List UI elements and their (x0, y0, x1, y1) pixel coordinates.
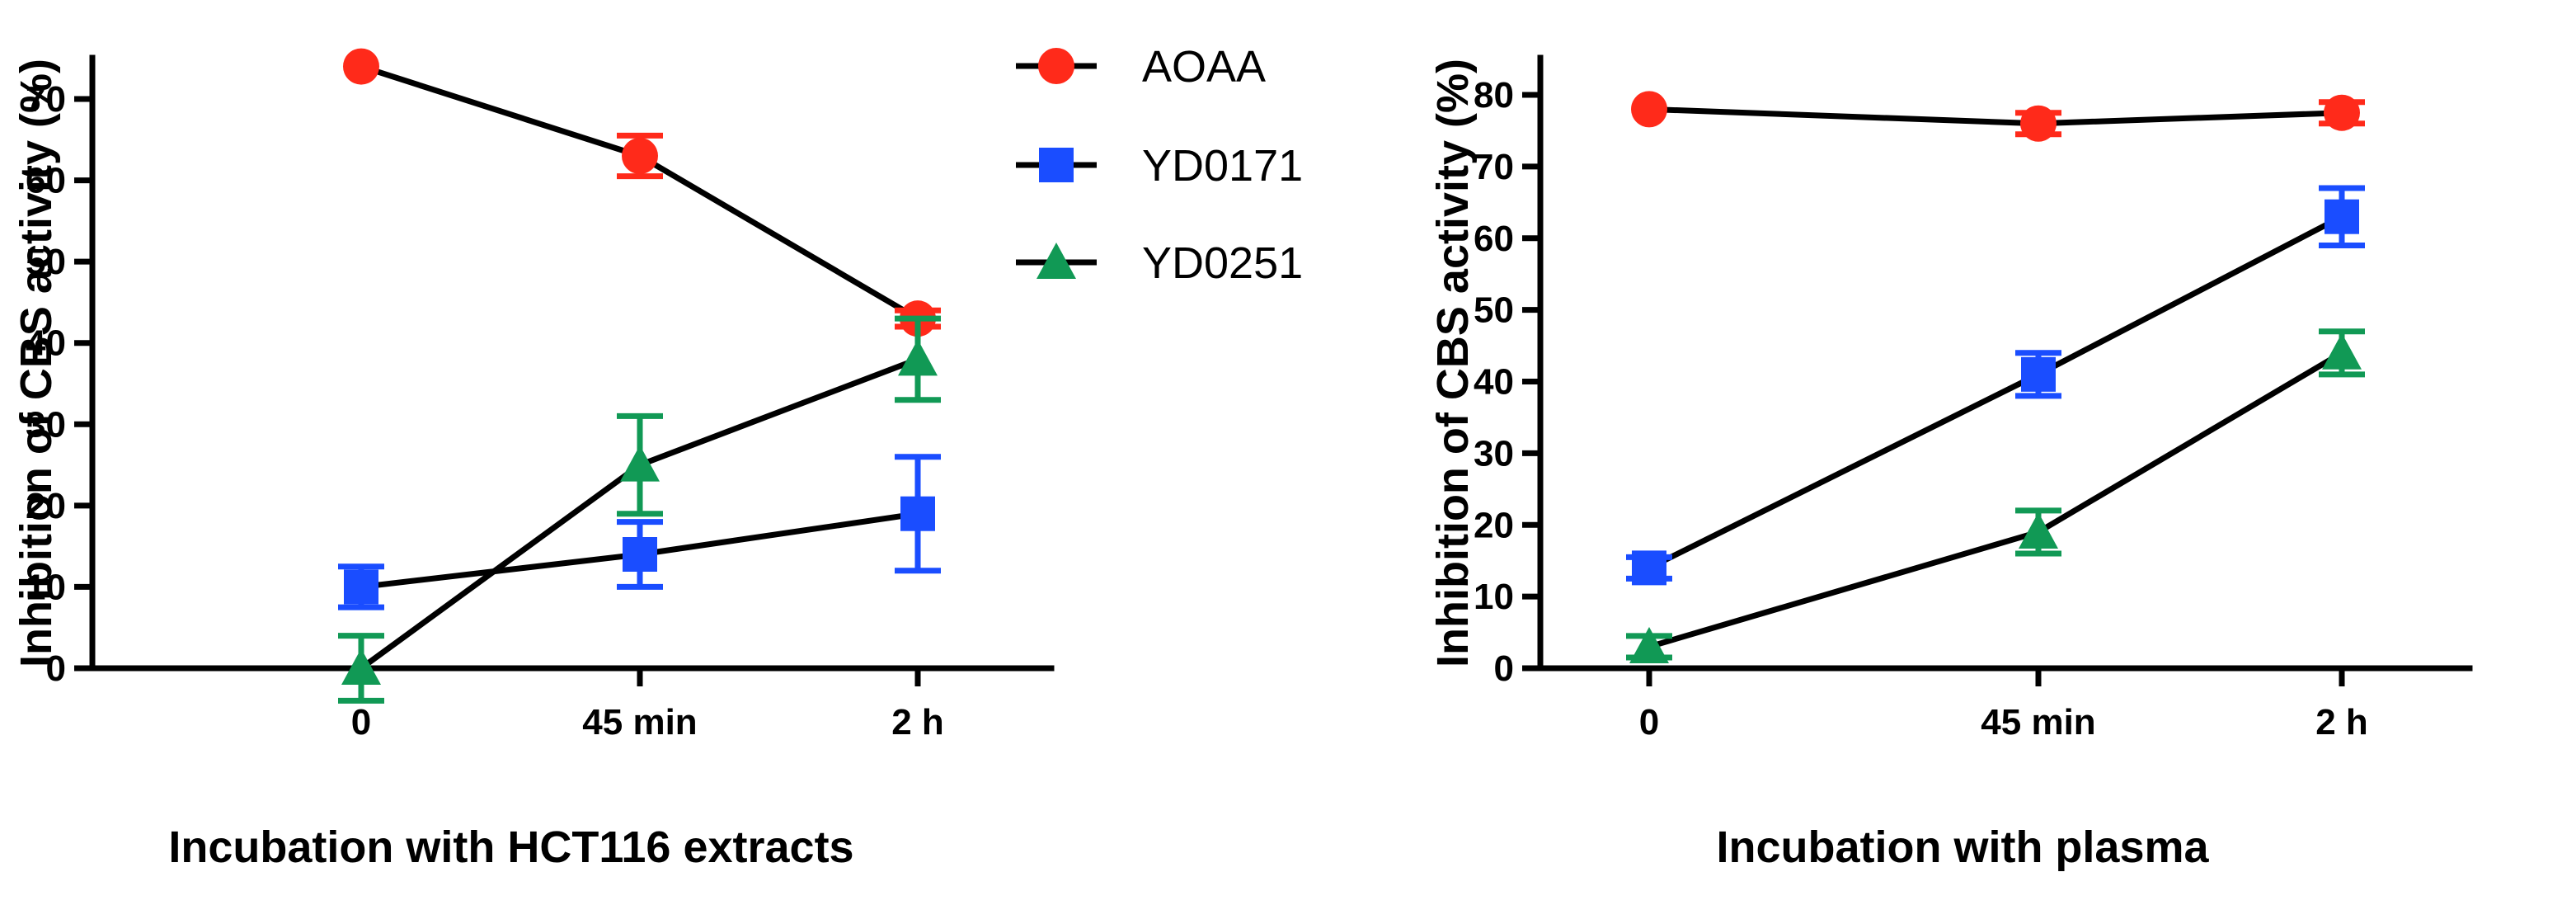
x-tick-label: 0 (1639, 702, 1659, 742)
right-chart: 0 10 20 30 40 50 60 70 80 0 45 min 2 h Incubation wi… (1428, 54, 2473, 872)
y-tick-label: 70 (1474, 147, 1514, 187)
y-tick-label: 40 (1474, 362, 1514, 403)
y-tick-label: 20 (1474, 505, 1514, 545)
legend-label-aoaa: AOAA (1142, 42, 1266, 92)
series-line-yd0171 (1648, 214, 2343, 571)
series-line-aoaa (1648, 106, 2343, 127)
x-tick-label: 2 h (2315, 702, 2368, 742)
data-point-yd0251 (1629, 626, 1669, 663)
data-point-yd0251 (2322, 332, 2362, 370)
data-point-yd0171 (2325, 199, 2359, 234)
data-point-yd0251 (341, 648, 381, 685)
data-point-yd0171 (2021, 356, 2056, 392)
data-point-aoaa (2324, 94, 2360, 131)
x-axis-label: Incubation with HCT116 extracts (168, 823, 853, 872)
data-point-yd0251 (620, 445, 660, 482)
data-point-yd0171 (623, 537, 657, 572)
y-tick-label: 50 (26, 242, 66, 282)
y-tick-label: 30 (1474, 433, 1514, 474)
x-tick-label: 45 min (582, 702, 697, 742)
y-tick-label: 40 (26, 323, 66, 364)
y-tick-label: 10 (1474, 577, 1514, 617)
left-chart: 0 10 20 30 40 50 60 70 0 45 min 2 h Incubation with… (12, 48, 1055, 872)
data-point-yd0171 (1632, 550, 1666, 586)
y-tick-label: 70 (26, 79, 66, 120)
data-point-yd0171 (344, 569, 378, 605)
y-tick-label: 30 (26, 404, 66, 445)
y-tick-label: 50 (1474, 290, 1514, 331)
legend-label-yd0171: YD0171 (1142, 141, 1303, 191)
y-tick-label: 80 (1474, 75, 1514, 115)
data-point-aoaa (2020, 105, 2057, 142)
y-tick-label: 60 (1474, 219, 1514, 259)
data-point-yd0171 (900, 496, 935, 531)
data-point-aoaa (1631, 91, 1667, 128)
y-tick-label: 10 (26, 567, 66, 607)
y-tick-label: 60 (26, 161, 66, 201)
x-tick-label: 45 min (1981, 702, 2095, 742)
y-axis-label: Inhibition of CBS activity (%) (12, 59, 61, 667)
data-point-yd0251 (898, 339, 938, 376)
y-tick-label: 0 (1494, 648, 1514, 689)
x-tick-label: 2 h (891, 702, 944, 742)
y-axis-label: Inhibition of CBS activity (%) (1428, 59, 1478, 667)
legend-marker-yd0251 (1037, 243, 1076, 279)
legend: AOAA YD0171 YD0251 (1016, 42, 1303, 288)
x-axis-label: Incubation with plasma (1716, 823, 2209, 872)
data-point-yd0251 (2019, 511, 2058, 549)
legend-marker-yd0171 (1039, 148, 1074, 182)
data-point-aoaa (622, 138, 658, 174)
series-line-aoaa (360, 64, 919, 322)
legend-marker-aoaa (1038, 48, 1074, 84)
data-point-aoaa (343, 48, 379, 85)
y-tick-label: 0 (46, 648, 66, 689)
legend-label-yd0251: YD0251 (1142, 238, 1303, 288)
x-tick-label: 0 (351, 702, 371, 742)
y-tick-label: 20 (26, 486, 66, 526)
